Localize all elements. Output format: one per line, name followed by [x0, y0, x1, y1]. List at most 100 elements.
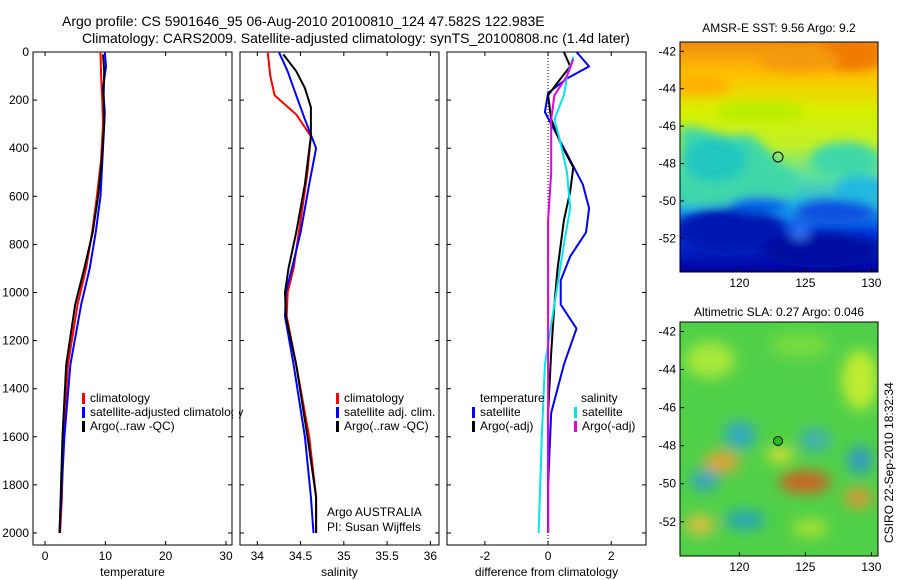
x-tick-label: 130	[861, 560, 881, 574]
x-tick-label: 35	[337, 549, 351, 563]
legend-swatch	[336, 421, 339, 432]
argo-location-marker	[773, 436, 783, 446]
salinity-panel: 34 34.5 35 35.5 36 salinity	[239, 51, 440, 579]
x-axis-label: temperature	[100, 565, 165, 579]
x-tick-label: 0	[42, 549, 49, 563]
principal-investigator-label: PI: Susan Wijffels	[327, 520, 421, 534]
temperature-panel: 0 10 20 30 0 200 400 600 800 1000 1200 1400 1600 1800…	[2, 45, 233, 579]
legend-label: climatology	[344, 391, 404, 405]
legend-clip	[233, 395, 239, 420]
x-tick-label: 10	[99, 549, 113, 563]
argo-location-marker	[772, 151, 784, 163]
legend-item-climatology: climatology	[336, 391, 404, 405]
legend-item-salinity-argo: Argo(-adj)	[574, 419, 635, 433]
x-tick-label: 0	[545, 549, 552, 563]
y-tick-label: 1800	[2, 478, 29, 492]
figure-title: Argo profile: CS 5901646_95 06-Aug-2010 …	[62, 13, 545, 29]
legend-swatch	[336, 407, 339, 418]
series-line-argo-raw-qc	[58, 54, 106, 534]
series-line-argo-raw-qc	[282, 53, 318, 533]
legend-item-argo: Argo(..raw -QC)	[336, 419, 429, 433]
legend-swatch	[472, 421, 475, 432]
salinity-legend: climatology satellite adj. clim. Argo(..…	[327, 391, 435, 534]
legend-swatch	[82, 393, 85, 404]
legend-label: Argo(..raw -QC)	[90, 419, 175, 433]
series-line-climatology	[59, 51, 104, 534]
legend-label: satellite adj. clim.	[344, 405, 435, 419]
legend-label: Argo(..raw -QC)	[344, 419, 429, 433]
sla-map-axes: 120 125 130 -42 -44 -46 -48 -50 -52	[659, 321, 882, 574]
legend-item-temperature-satellite: satellite	[472, 405, 521, 419]
y-tick-label: -52	[659, 515, 677, 529]
legend-label: climatology	[90, 391, 150, 405]
series-line-salinity-argo-adj	[547, 58, 575, 533]
legend-swatch	[336, 393, 339, 404]
y-tick-label: -48	[659, 157, 677, 171]
legend-swatch	[82, 407, 85, 418]
sst-map-image	[680, 42, 878, 272]
x-tick-label: 120	[729, 276, 749, 290]
x-tick-label: 20	[159, 549, 173, 563]
series-line-temperature-argo-adj	[547, 51, 575, 533]
y-tick-label: 1200	[2, 334, 29, 348]
y-tick-label: 1000	[2, 285, 29, 299]
temperature-legend: climatology satellite-adjusted climatolo…	[82, 391, 243, 433]
sst-map-axes: 120 125 130 -42 -44 -46 -48 -50 -52	[659, 41, 882, 290]
data-source-label: Argo AUSTRALIA	[327, 505, 422, 519]
series-line-salinity-satellite	[537, 56, 575, 534]
y-tick-label: -46	[659, 119, 677, 133]
legend-label: Argo(-adj)	[480, 419, 533, 433]
legend-swatch	[472, 407, 475, 418]
x-axis-label: difference from climatology	[475, 565, 618, 579]
y-tick-label: -52	[659, 231, 677, 245]
difference-panel: -2 0 2 difference from climatology	[446, 51, 647, 579]
legend-heading-salinity: salinity	[581, 391, 618, 405]
y-tick-label: 800	[9, 237, 29, 251]
legend-label: satellite	[480, 405, 521, 419]
y-tick-label: -46	[659, 401, 677, 415]
legend-swatch	[574, 407, 577, 418]
series-line-satellite-adjusted-climatology	[58, 51, 107, 534]
y-tick-label: 1400	[2, 382, 29, 396]
sst-map-title: AMSR-E SST: 9.56 Argo: 9.2	[702, 21, 856, 35]
legend-item-satellite: satellite-adjusted climatology	[82, 405, 243, 419]
x-tick-label: -2	[480, 549, 491, 563]
x-tick-label: 36	[424, 549, 438, 563]
x-tick-label: 125	[795, 560, 815, 574]
difference-legend: temperature salinity satellite Argo(-adj…	[472, 391, 635, 433]
timestamp-stamp: CSIRO 22-Sep-2010 18:32:34	[882, 382, 896, 543]
y-tick-label: -42	[659, 325, 677, 339]
x-tick-label: 125	[795, 276, 815, 290]
x-axis-label: salinity	[321, 565, 358, 579]
legend-heading-temperature: temperature	[480, 391, 545, 405]
y-tick-label: -48	[659, 439, 677, 453]
x-tick-label: 120	[729, 560, 749, 574]
legend-swatch	[82, 421, 85, 432]
y-tick-label: -42	[659, 44, 677, 58]
plot-frame	[239, 51, 440, 546]
x-tick-label: 130	[861, 276, 881, 290]
y-tick-label: -50	[659, 194, 677, 208]
sla-map-image	[680, 322, 878, 556]
x-tick-label: 34.5	[289, 549, 313, 563]
legend-label: Argo(-adj)	[582, 419, 635, 433]
plot-frame	[32, 51, 233, 546]
y-tick-label: 600	[9, 189, 29, 203]
x-tick-label: 35.5	[375, 549, 399, 563]
y-tick-label: 2000	[2, 526, 29, 540]
map-frame	[679, 321, 879, 557]
legend-label: satellite	[582, 405, 623, 419]
legend-item-temperature-argo: Argo(-adj)	[472, 419, 533, 433]
y-tick-label: 1600	[2, 430, 29, 444]
y-tick-label: 400	[9, 141, 29, 155]
legend-item-climatology: climatology	[82, 391, 150, 405]
y-tick-label: -44	[659, 82, 677, 96]
figure-subtitle: Climatology: CARS2009. Satellite-adjuste…	[82, 30, 630, 46]
legend-swatch	[574, 421, 577, 432]
x-tick-label: 34	[251, 549, 265, 563]
y-tick-label: -50	[659, 477, 677, 491]
sla-map-title: Altimetric SLA: 0.27 Argo: 0.046	[694, 305, 864, 319]
x-tick-label: 2	[608, 549, 615, 563]
plot-frame	[446, 51, 647, 546]
